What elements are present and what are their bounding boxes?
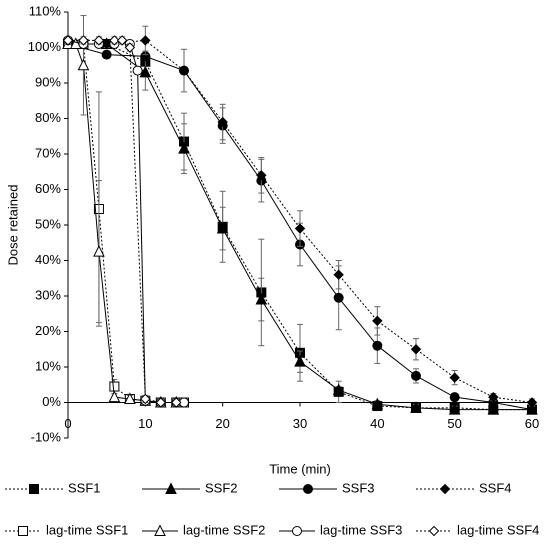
x-axis-label: Time (min) xyxy=(269,461,331,476)
y-axis-label: Dose retained xyxy=(5,185,20,266)
legend-label: SSF1 xyxy=(68,480,101,495)
marker xyxy=(108,390,121,403)
marker xyxy=(255,292,268,305)
marker xyxy=(140,35,151,46)
x-tick-label: 60 xyxy=(525,416,539,431)
marker xyxy=(216,221,229,234)
series-line xyxy=(68,43,184,403)
legend-item: SSF1 xyxy=(5,480,101,495)
marker xyxy=(140,393,151,405)
x-tick-label: 50 xyxy=(447,416,461,431)
series-line xyxy=(68,43,177,403)
x-tick-label: 10 xyxy=(138,416,152,431)
legend-label: lag-time SSF2 xyxy=(183,522,265,537)
legend-label: SSF2 xyxy=(205,480,238,495)
legend-label: SSF3 xyxy=(342,480,375,495)
marker xyxy=(439,483,451,495)
marker xyxy=(449,392,460,403)
marker xyxy=(256,170,267,181)
marker xyxy=(217,116,228,128)
marker xyxy=(18,526,28,536)
marker xyxy=(372,315,383,327)
y-tick-label: 90% xyxy=(35,74,61,89)
marker xyxy=(294,355,306,367)
marker xyxy=(62,35,74,46)
marker xyxy=(449,372,460,383)
y-tick-label: 50% xyxy=(35,216,61,231)
x-tick-label: 20 xyxy=(215,416,229,431)
y-tick-label: 30% xyxy=(35,287,61,302)
series-line xyxy=(67,39,184,403)
series-line xyxy=(68,39,177,403)
marker xyxy=(178,142,190,154)
marker xyxy=(101,49,112,60)
marker xyxy=(116,35,128,46)
legend-label: lag-time SSF3 xyxy=(320,522,402,537)
marker xyxy=(410,401,422,413)
marker xyxy=(109,35,120,46)
marker xyxy=(448,402,461,415)
legend-item: lag-time SSF3 xyxy=(279,522,402,537)
legend-item: lag-time SSF1 xyxy=(5,522,128,537)
y-tick-label: 0% xyxy=(42,394,61,409)
x-tick-label: 30 xyxy=(293,416,307,431)
marker xyxy=(78,35,89,46)
y-tick-label: -10% xyxy=(31,429,62,444)
legend-item: SSF4 xyxy=(416,480,512,495)
x-tick-label: 40 xyxy=(370,416,384,431)
marker xyxy=(303,484,313,494)
marker xyxy=(332,383,345,396)
legend-label: SSF4 xyxy=(479,480,512,495)
y-tick-label: 70% xyxy=(35,145,61,160)
marker xyxy=(333,292,344,303)
marker xyxy=(411,370,421,381)
y-tick-label: 40% xyxy=(35,252,61,267)
marker xyxy=(124,42,136,53)
marker xyxy=(124,392,136,404)
marker xyxy=(155,397,167,408)
marker xyxy=(154,524,166,536)
marker xyxy=(372,340,383,351)
legend-label: lag-time SSF1 xyxy=(46,522,128,537)
legend-item: SSF2 xyxy=(142,480,238,495)
marker xyxy=(109,381,120,392)
marker xyxy=(69,37,82,49)
marker xyxy=(488,391,499,403)
x-tick-label: 0 xyxy=(64,416,71,431)
marker xyxy=(292,526,302,536)
marker xyxy=(77,58,90,71)
y-tick-label: 10% xyxy=(35,358,61,373)
legend-item: lag-time SSF2 xyxy=(142,522,265,537)
marker xyxy=(526,397,538,408)
marker xyxy=(487,402,500,415)
marker xyxy=(93,245,105,257)
marker xyxy=(139,65,152,78)
y-tick-label: 80% xyxy=(35,110,61,125)
marker xyxy=(29,484,39,494)
legend-item: lag-time SSF4 xyxy=(416,522,539,537)
marker xyxy=(171,397,182,408)
marker xyxy=(428,525,440,537)
marker xyxy=(410,344,422,355)
marker xyxy=(371,397,384,410)
y-tick-label: 100% xyxy=(28,39,62,54)
legend-item: SSF3 xyxy=(279,480,375,495)
marker xyxy=(333,269,344,280)
y-tick-label: 60% xyxy=(35,181,61,196)
marker xyxy=(178,65,190,76)
marker xyxy=(93,35,105,46)
legend-label: lag-time SSF4 xyxy=(457,522,539,537)
marker xyxy=(165,482,177,494)
y-tick-label: 110% xyxy=(29,3,62,18)
marker xyxy=(294,223,306,234)
marker xyxy=(132,65,143,76)
y-tick-label: 20% xyxy=(35,323,61,338)
